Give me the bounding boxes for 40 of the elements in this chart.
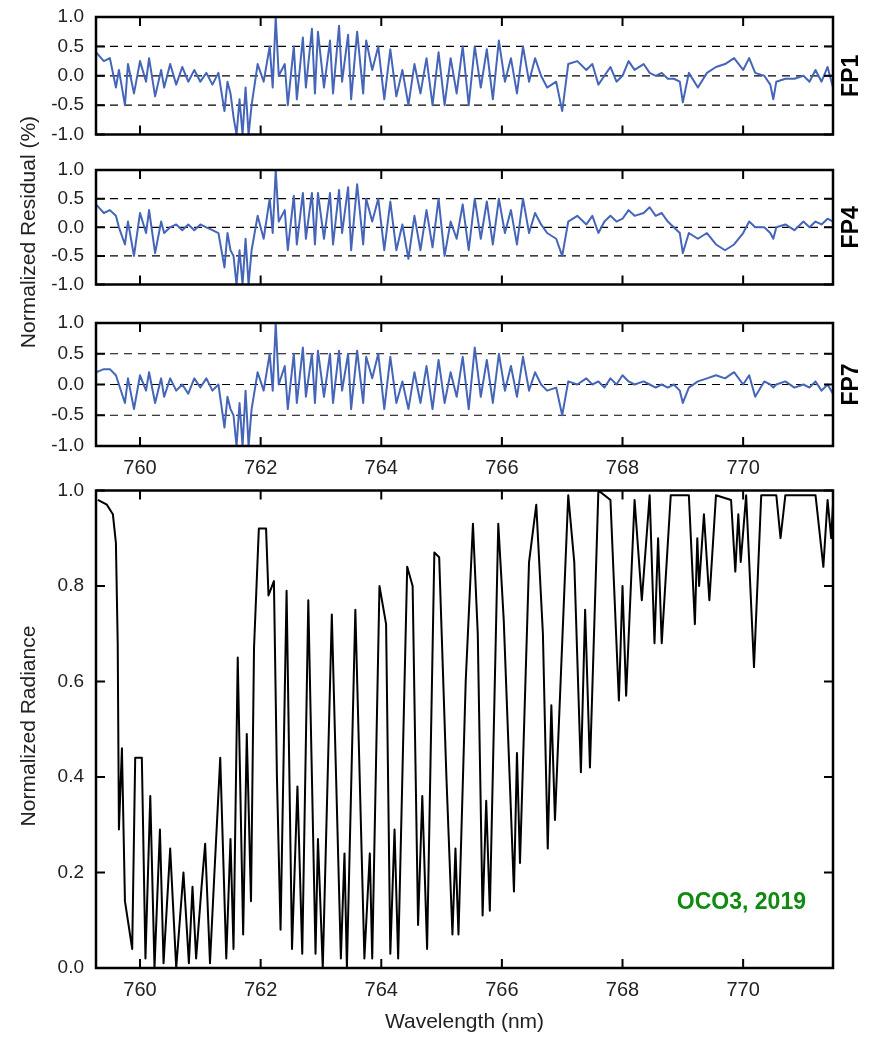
y-tick-label: 1.0 — [57, 478, 84, 500]
y-tick-label: 1.0 — [57, 158, 84, 180]
y-axis-title: Normalized Residual (%) — [16, 115, 40, 348]
x-tick-label: 766 — [485, 977, 519, 1000]
x-tick-label: 762 — [243, 455, 278, 478]
y-tick-label: 0.8 — [57, 574, 84, 596]
y-tick-label: -1.0 — [51, 122, 84, 144]
y-tick-label: 0.0 — [57, 956, 84, 978]
text: FP4 — [837, 206, 864, 249]
x-tick-label: 770 — [726, 455, 760, 478]
y-tick-label: 0.2 — [57, 860, 84, 882]
y-tick-label: 0.5 — [57, 341, 84, 363]
annotation: OCO3, 2019 — [676, 888, 806, 915]
y-tick-label: -1.0 — [51, 272, 84, 294]
x-tick-label: 762 — [243, 977, 278, 1000]
y-tick-label: 0.0 — [57, 215, 84, 237]
text: FP1 — [837, 54, 864, 97]
y-tick-label: 1.0 — [57, 5, 84, 27]
y-tick-label: 0.4 — [57, 765, 85, 787]
y-tick-label: 0.5 — [57, 34, 84, 56]
x-tick-label: 760 — [123, 455, 157, 478]
text: FP7 — [837, 363, 864, 406]
y-tick-label: -0.5 — [51, 244, 84, 266]
x-tick-label: 768 — [605, 455, 640, 478]
y-tick-label: -0.5 — [51, 93, 84, 115]
y-tick-label: 0.0 — [57, 372, 84, 394]
x-tick-label: 764 — [364, 977, 398, 1000]
y-tick-label: 0.5 — [57, 186, 84, 208]
y-axis-title: Normalized Radiance — [16, 625, 40, 827]
x-axis-title: Wavelength (nm) — [384, 1009, 545, 1033]
x-tick-label: 770 — [726, 977, 760, 1000]
y-tick-label: 1.0 — [57, 311, 84, 333]
y-tick-label: 0.6 — [57, 669, 84, 691]
x-tick-label: 768 — [605, 977, 640, 1000]
x-tick-label: 760 — [123, 977, 157, 1000]
y-tick-label: 0.0 — [57, 64, 84, 86]
y-tick-label: -0.5 — [51, 403, 84, 425]
y-tick-label: -1.0 — [51, 434, 84, 456]
x-tick-label: 764 — [364, 455, 398, 478]
x-tick-label: 766 — [485, 455, 519, 478]
